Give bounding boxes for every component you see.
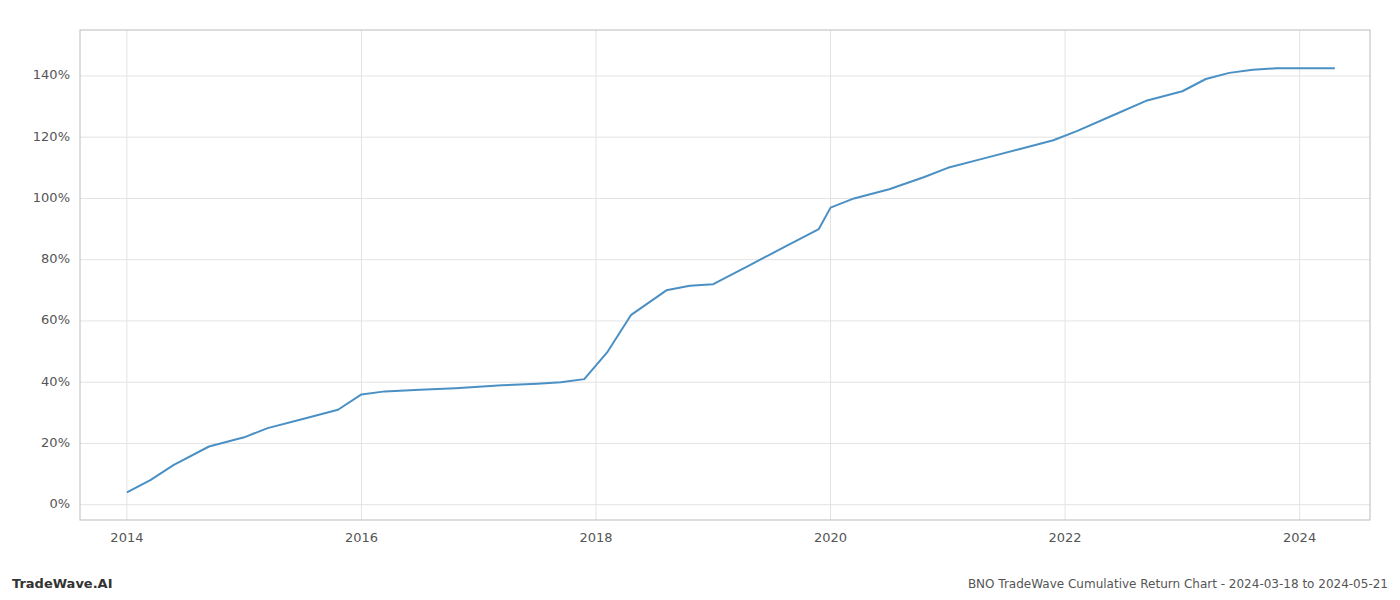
y-tick-label: 120% — [33, 129, 70, 144]
y-tick-label: 60% — [41, 312, 70, 327]
x-tick-label: 2016 — [345, 530, 378, 545]
x-grid-line — [361, 30, 362, 520]
watermark: TradeWave.AI — [12, 576, 113, 591]
y-grid-line — [80, 75, 1370, 76]
title: BNO TradeWave Cumulative Return Chart - … — [968, 577, 1388, 591]
grid — [80, 30, 1370, 520]
y-grid-line — [80, 320, 1370, 321]
y-tick-label: 100% — [33, 190, 70, 205]
x-tick-label: 2014 — [110, 530, 143, 545]
y-grid-line — [80, 382, 1370, 383]
x-grid-line — [1065, 30, 1066, 520]
y-grid-line — [80, 443, 1370, 444]
y-tick-label: 20% — [41, 435, 70, 450]
x-tick-label: 2020 — [814, 530, 847, 545]
line — [127, 68, 1335, 492]
texts: BNO TradeWave Cumulative Return Chart - … — [12, 576, 1388, 591]
y-grid-line — [80, 259, 1370, 260]
x-tick-label: 2018 — [579, 530, 612, 545]
x-grid-line — [596, 30, 597, 520]
y-tick-label: 40% — [41, 374, 70, 389]
y-tick-label: 140% — [33, 67, 70, 82]
y-grid-line — [80, 504, 1370, 505]
x-tick-label: 2024 — [1283, 530, 1316, 545]
plot-frame — [80, 30, 1370, 520]
y-grid-line — [80, 198, 1370, 199]
y-tick-label: 80% — [41, 251, 70, 266]
y-tick-label: 0% — [49, 496, 70, 511]
data — [127, 68, 1335, 492]
axes: 0% 20% 40% 60% 80% 100% 120% 140% 2014 2016 2018 20… — [33, 30, 1370, 545]
chart: 0% 20% 40% 60% 80% 100% 120% 140% 2014 2016 2018 20… — [0, 0, 1400, 600]
x-tick-label: 2022 — [1049, 530, 1082, 545]
x-grid-line — [126, 30, 127, 520]
x-grid-line — [830, 30, 831, 520]
x-grid-line — [1299, 30, 1300, 520]
y-grid-line — [80, 137, 1370, 138]
